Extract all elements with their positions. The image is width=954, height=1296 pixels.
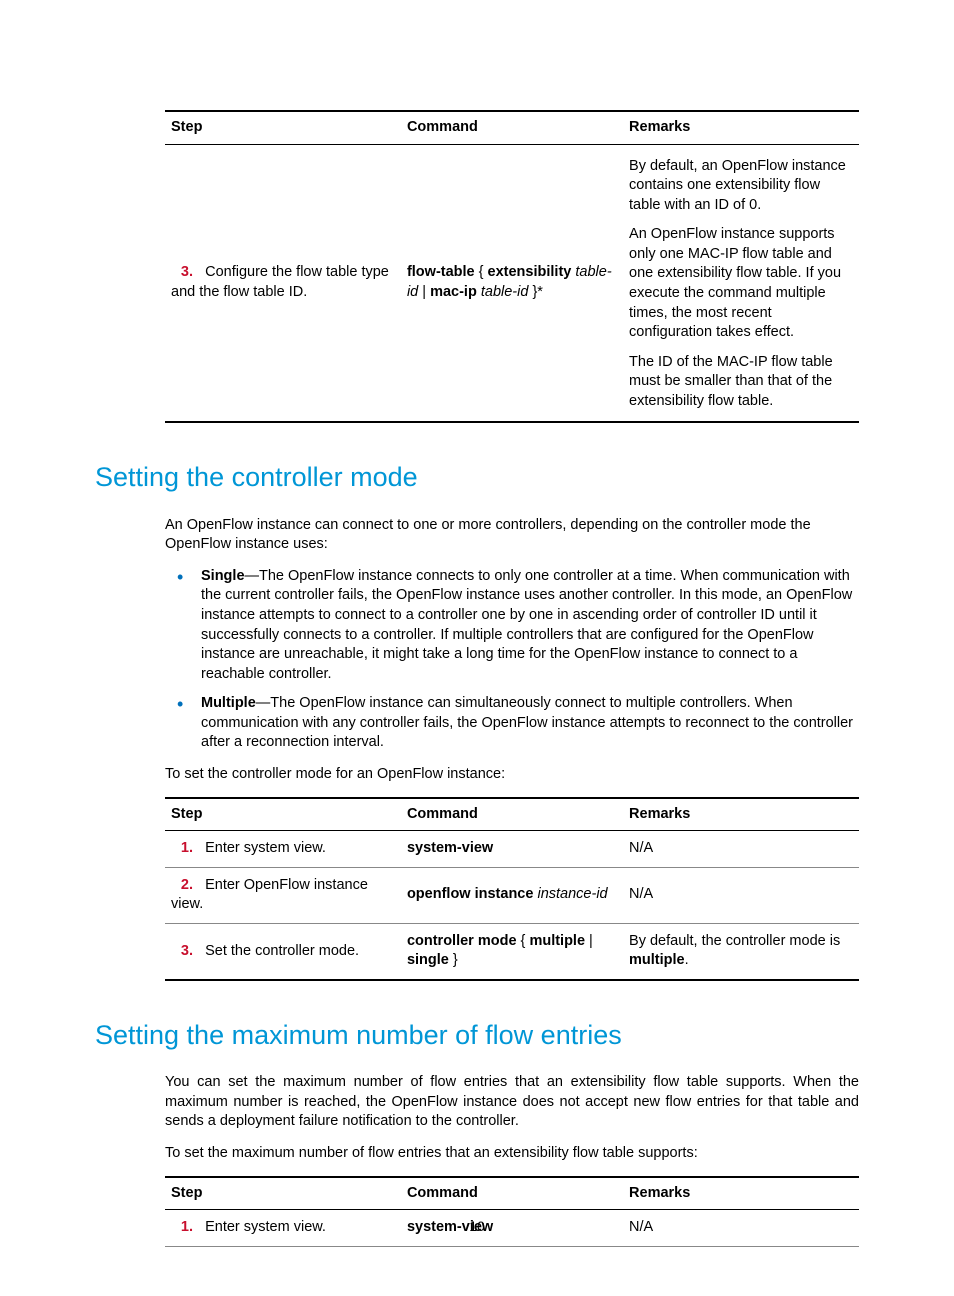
cmd-text: single: [407, 952, 449, 968]
list-item: Multiple—The OpenFlow instance can simul…: [165, 694, 859, 753]
cmd-part: }*: [528, 284, 543, 300]
command-cell: openflow instance instance-id: [401, 867, 623, 923]
step-cell: 3. Set the controller mode.: [165, 923, 401, 980]
cmd-text: instance-id: [533, 886, 607, 902]
step-number: 3.: [171, 263, 193, 283]
table-row: 1. Enter system view. system-view N/A: [165, 831, 859, 868]
table3-header-command: Command: [401, 1177, 623, 1210]
step-cell: 1. Enter system view.: [165, 831, 401, 868]
table3-header-step: Step: [165, 1177, 401, 1210]
section1-intro: An OpenFlow instance can connect to one …: [165, 516, 859, 555]
cmd-text: controller mode: [407, 933, 517, 949]
table1-header-command: Command: [401, 111, 623, 144]
list-item: Single—The OpenFlow instance connects to…: [165, 567, 859, 684]
bullet-label: Single: [201, 568, 245, 584]
cmd-text: multiple: [529, 933, 585, 949]
remarks-cell: By default, an OpenFlow instance contain…: [623, 144, 859, 422]
flow-table-config-table: Step Command Remarks 3. Configure the fl…: [165, 110, 859, 423]
remarks-text: N/A: [629, 840, 653, 856]
bullet-text: —The OpenFlow instance connects to only …: [201, 568, 852, 682]
page-container: Step Command Remarks 3. Configure the fl…: [0, 0, 954, 1296]
bullet-text: —The OpenFlow instance can simultaneousl…: [201, 695, 853, 750]
remarks-para: The ID of the MAC-IP flow table must be …: [629, 353, 853, 412]
table-row: 2. Enter OpenFlow instance view. openflo…: [165, 867, 859, 923]
cmd-text: {: [517, 933, 530, 949]
table-row: 3. Configure the flow table type and the…: [165, 144, 859, 422]
cmd-text: }: [449, 952, 458, 968]
cmd-part: |: [418, 284, 430, 300]
step-cell: 2. Enter OpenFlow instance view.: [165, 867, 401, 923]
section-heading-max-flow-entries: Setting the maximum number of flow entri…: [95, 1017, 859, 1053]
max-flow-entries-table: Step Command Remarks 1. Enter system vie…: [165, 1176, 859, 1247]
remarks-text: By default, the controller mode is: [629, 933, 840, 949]
table2-header-remarks: Remarks: [623, 798, 859, 831]
remarks-cell: By default, the controller mode is multi…: [623, 923, 859, 980]
step-number: 1.: [171, 839, 193, 859]
step-cell: 3. Configure the flow table type and the…: [165, 144, 401, 422]
remarks-text: N/A: [629, 886, 653, 902]
cmd-part: flow-table: [407, 264, 475, 280]
cmd-part: mac-ip: [430, 284, 477, 300]
cmd-text: |: [585, 933, 593, 949]
command-cell: system-view: [401, 831, 623, 868]
remarks-text: multiple: [629, 952, 685, 968]
cmd-text: system-view: [407, 840, 493, 856]
section2-intro: You can set the maximum number of flow e…: [165, 1073, 859, 1132]
remarks-para: An OpenFlow instance supports only one M…: [629, 225, 853, 342]
table-row: 3. Set the controller mode. controller m…: [165, 923, 859, 980]
section1-lead: To set the controller mode for an OpenFl…: [165, 765, 859, 785]
table1-wrapper: Step Command Remarks 3. Configure the fl…: [165, 110, 859, 423]
remarks-cell: N/A: [623, 831, 859, 868]
step-number: 3.: [171, 942, 193, 962]
step-text: Enter system view.: [205, 840, 326, 856]
table3-header-remarks: Remarks: [623, 1177, 859, 1210]
cmd-part: {: [475, 264, 488, 280]
cmd-part: table-id: [477, 284, 529, 300]
page-number: 10: [0, 1217, 954, 1236]
table1-header-step: Step: [165, 111, 401, 144]
table1-header-remarks: Remarks: [623, 111, 859, 144]
table2-header-step: Step: [165, 798, 401, 831]
step-text: Configure the flow table type and the fl…: [171, 264, 389, 300]
controller-mode-table: Step Command Remarks 1. Enter system vie…: [165, 797, 859, 981]
section1-body: An OpenFlow instance can connect to one …: [165, 516, 859, 981]
step-text: Enter OpenFlow instance view.: [171, 877, 368, 913]
remarks-para: By default, an OpenFlow instance contain…: [629, 157, 853, 216]
section2-lead: To set the maximum number of flow entrie…: [165, 1144, 859, 1164]
remarks-text: .: [685, 952, 689, 968]
bullet-label: Multiple: [201, 695, 256, 711]
section-heading-controller-mode: Setting the controller mode: [95, 459, 859, 495]
command-cell: controller mode { multiple | single }: [401, 923, 623, 980]
step-text: Set the controller mode.: [205, 943, 359, 959]
controller-mode-list: Single—The OpenFlow instance connects to…: [165, 567, 859, 753]
remarks-cell: N/A: [623, 867, 859, 923]
step-number: 2.: [171, 876, 193, 896]
table2-header-command: Command: [401, 798, 623, 831]
command-cell: flow-table { extensibility table-id | ma…: [401, 144, 623, 422]
cmd-part: extensibility: [488, 264, 572, 280]
cmd-text: openflow instance: [407, 886, 534, 902]
